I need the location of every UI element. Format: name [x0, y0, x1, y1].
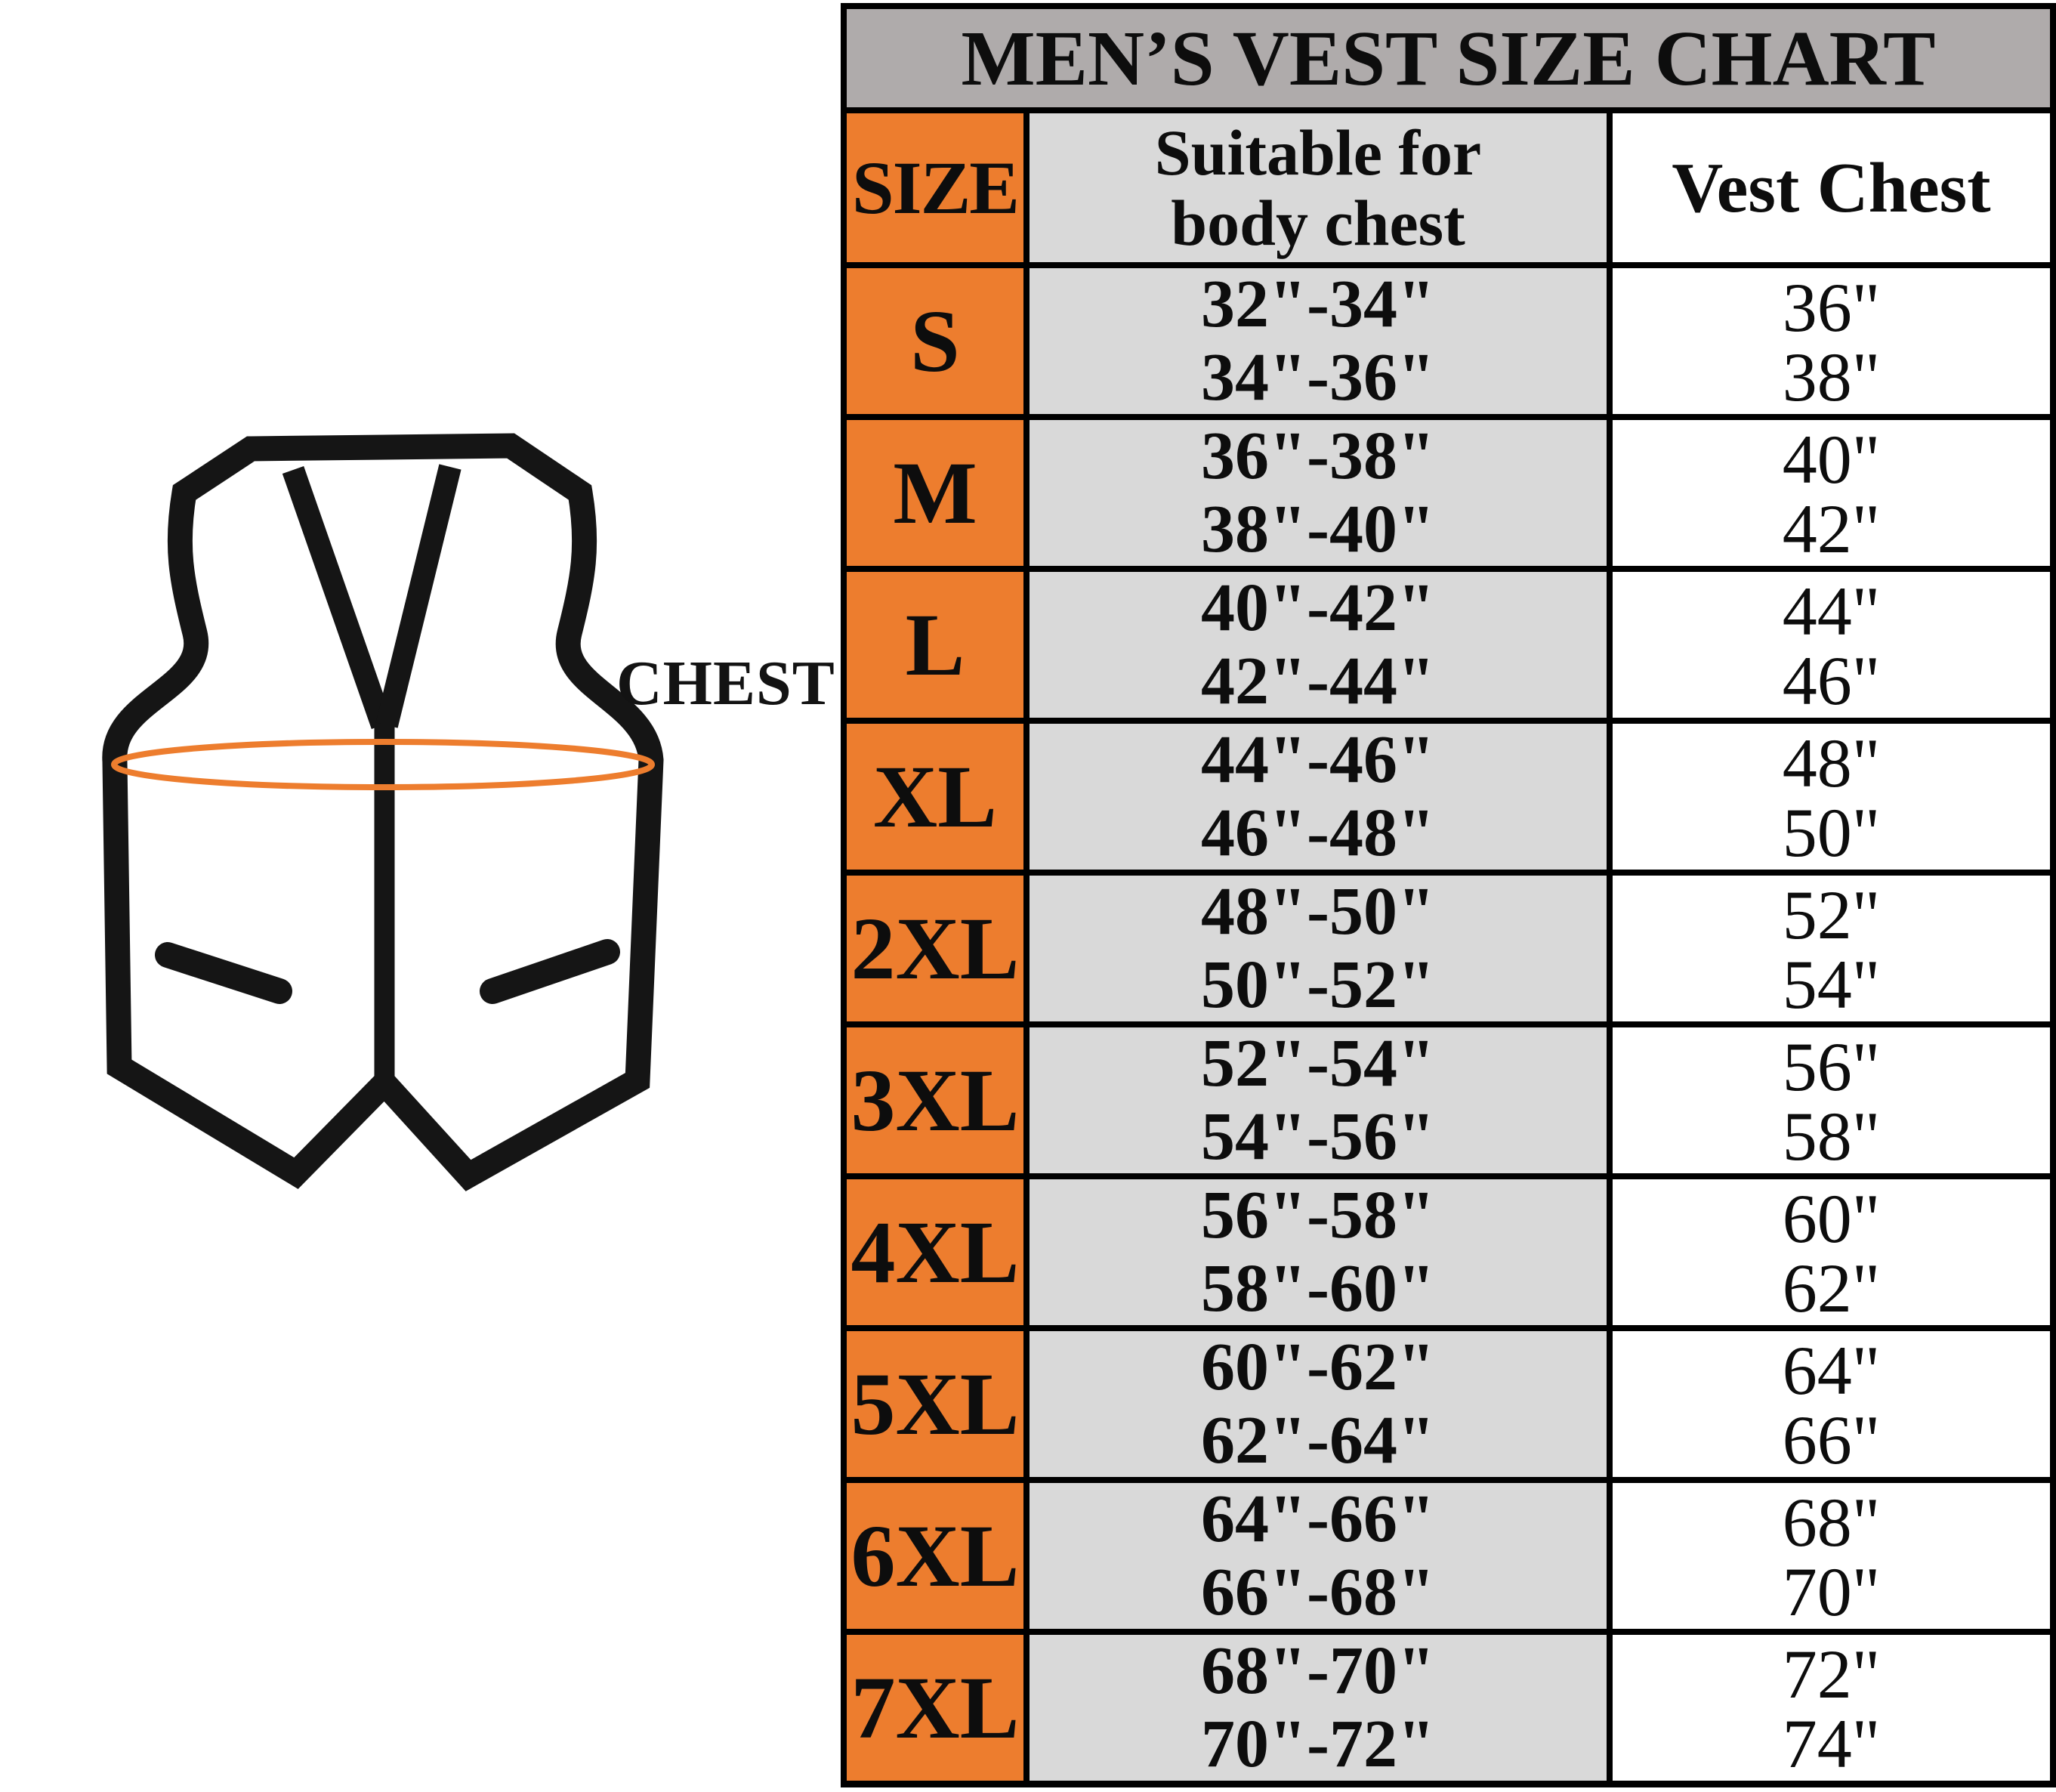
body-chest-cell-s: 32"-34" 34"-36" — [1030, 268, 1607, 414]
vest-illustration — [102, 433, 664, 1191]
vest-chest-cell-5xl: 64" 66" — [1613, 1331, 2050, 1477]
chest-measurement-ellipse — [111, 739, 655, 790]
vest-value: 36" — [1782, 269, 1881, 346]
body-range: 34"-36" — [1201, 339, 1435, 415]
body-range: 66"-68" — [1201, 1554, 1435, 1630]
vest-chest-cell-s: 36" 38" — [1613, 268, 2050, 414]
vest-value: 70" — [1782, 1553, 1881, 1630]
body-range: 40"-42" — [1201, 570, 1435, 646]
size-cell-3xl: 3XL — [847, 1027, 1023, 1173]
body-chest-cell-l: 40"-42" 42"-44" — [1030, 572, 1607, 718]
body-range: 58"-60" — [1201, 1250, 1435, 1326]
body-range: 62"-64" — [1201, 1402, 1435, 1478]
vest-value: 46" — [1782, 642, 1881, 719]
vest-value: 58" — [1782, 1098, 1881, 1175]
vest-chest-cell-4xl: 60" 62" — [1613, 1179, 2050, 1325]
column-header-body-chest: Suitable for body chest — [1030, 113, 1607, 262]
size-cell-xl: XL — [847, 724, 1023, 870]
column-header-size: SIZE — [847, 113, 1023, 262]
vest-chest-cell-l: 44" 46" — [1613, 572, 2050, 718]
size-cell-2xl: 2XL — [847, 876, 1023, 1021]
header-body-line2: body chest — [1171, 186, 1465, 259]
size-cell-l: L — [847, 572, 1023, 718]
vest-value: 54" — [1782, 946, 1881, 1023]
body-chest-cell-xl: 44"-46" 46"-48" — [1030, 724, 1607, 870]
size-cell-m: M — [847, 420, 1023, 566]
size-cell-5xl: 5XL — [847, 1331, 1023, 1477]
vest-value: 42" — [1782, 490, 1881, 567]
vest-chest-cell-2xl: 52" 54" — [1613, 876, 2050, 1021]
body-range: 32"-34" — [1201, 267, 1435, 342]
vest-value: 44" — [1782, 573, 1881, 650]
body-range: 36"-38" — [1201, 419, 1435, 494]
vest-value: 48" — [1782, 725, 1881, 802]
vest-value: 50" — [1782, 794, 1881, 871]
vest-value: 62" — [1782, 1250, 1881, 1327]
body-range: 54"-56" — [1201, 1098, 1435, 1174]
vest-value: 38" — [1782, 338, 1881, 416]
chart-title: MEN’S VEST SIZE CHART — [847, 9, 2050, 107]
vest-chest-cell-m: 40" 42" — [1613, 420, 2050, 566]
vest-lapel-left — [282, 466, 394, 729]
body-range: 42"-44" — [1201, 643, 1435, 718]
vest-lapel-right — [375, 464, 462, 728]
size-chart-table: MEN’S VEST SIZE CHART SIZE Suitable for … — [841, 3, 2056, 1787]
vest-value: 56" — [1782, 1028, 1881, 1105]
header-body-line1: Suitable for — [1154, 116, 1482, 189]
body-range: 56"-58" — [1201, 1178, 1435, 1253]
vest-pocket-left — [155, 942, 292, 1004]
chest-measurement-label: CHEST — [616, 648, 835, 718]
vest-value: 74" — [1782, 1705, 1881, 1782]
vest-value: 66" — [1782, 1401, 1881, 1478]
vest-figure: CHEST — [0, 0, 846, 1792]
body-chest-cell-6xl: 64"-66" 66"-68" — [1030, 1483, 1607, 1629]
body-range: 44"-46" — [1201, 722, 1435, 798]
body-range: 68"-70" — [1201, 1633, 1435, 1709]
vest-pocket-right — [480, 939, 620, 1004]
vest-value: 64" — [1782, 1332, 1881, 1409]
vest-value: 72" — [1782, 1636, 1881, 1713]
body-range: 52"-54" — [1201, 1026, 1435, 1101]
body-range: 70"-72" — [1201, 1706, 1435, 1781]
body-range: 46"-48" — [1201, 795, 1435, 870]
size-cell-s: S — [847, 268, 1023, 414]
body-chest-cell-5xl: 60"-62" 62"-64" — [1030, 1331, 1607, 1477]
vest-chest-cell-xl: 48" 50" — [1613, 724, 2050, 870]
size-cell-6xl: 6XL — [847, 1483, 1023, 1629]
size-cell-7xl: 7XL — [847, 1635, 1023, 1781]
body-range: 60"-62" — [1201, 1330, 1435, 1405]
vest-chest-cell-6xl: 68" 70" — [1613, 1483, 2050, 1629]
body-chest-cell-4xl: 56"-58" 58"-60" — [1030, 1179, 1607, 1325]
body-range: 38"-40" — [1201, 491, 1435, 567]
body-range: 64"-66" — [1201, 1481, 1435, 1557]
body-range: 48"-50" — [1201, 874, 1435, 950]
vest-value: 60" — [1782, 1180, 1881, 1257]
vest-chest-cell-7xl: 72" 74" — [1613, 1635, 2050, 1781]
body-chest-cell-m: 36"-38" 38"-40" — [1030, 420, 1607, 566]
vest-value: 40" — [1782, 421, 1881, 498]
size-cell-4xl: 4XL — [847, 1179, 1023, 1325]
body-chest-cell-2xl: 48"-50" 50"-52" — [1030, 876, 1607, 1021]
vest-value: 52" — [1782, 876, 1881, 953]
vest-value: 68" — [1782, 1484, 1881, 1561]
vest-chest-cell-3xl: 56" 58" — [1613, 1027, 2050, 1173]
body-chest-cell-7xl: 68"-70" 70"-72" — [1030, 1635, 1607, 1781]
body-range: 50"-52" — [1201, 947, 1435, 1022]
body-chest-cell-3xl: 52"-54" 54"-56" — [1030, 1027, 1607, 1173]
column-header-vest-chest: Vest Chest — [1613, 113, 2050, 262]
